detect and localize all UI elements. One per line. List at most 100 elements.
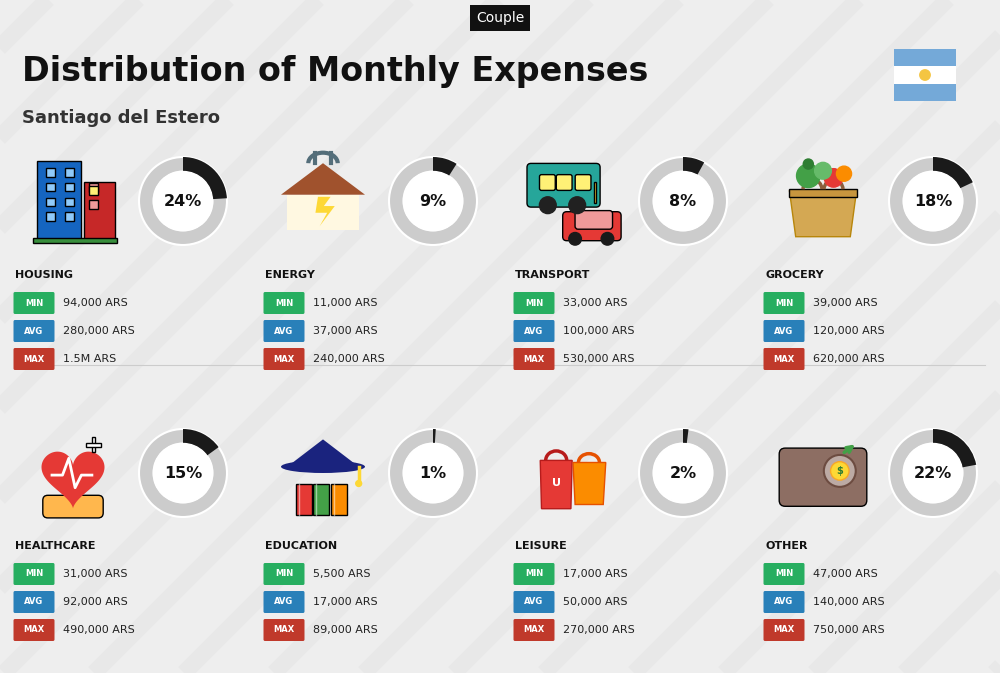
- Text: 1.5M ARS: 1.5M ARS: [63, 354, 116, 364]
- FancyBboxPatch shape: [527, 164, 600, 207]
- FancyBboxPatch shape: [89, 186, 98, 194]
- FancyBboxPatch shape: [331, 483, 347, 515]
- FancyBboxPatch shape: [46, 168, 55, 176]
- Text: 5,500 ARS: 5,500 ARS: [313, 569, 370, 579]
- FancyBboxPatch shape: [764, 619, 804, 641]
- Wedge shape: [139, 157, 227, 245]
- Text: 15%: 15%: [164, 466, 202, 481]
- FancyBboxPatch shape: [540, 174, 555, 190]
- Wedge shape: [889, 157, 977, 245]
- Text: MIN: MIN: [275, 299, 293, 308]
- FancyBboxPatch shape: [92, 437, 95, 452]
- FancyBboxPatch shape: [65, 198, 74, 206]
- FancyBboxPatch shape: [264, 320, 304, 342]
- Circle shape: [904, 444, 962, 503]
- Text: MAX: MAX: [273, 625, 295, 635]
- Polygon shape: [287, 439, 359, 466]
- Text: AVG: AVG: [524, 326, 544, 336]
- FancyBboxPatch shape: [65, 183, 74, 191]
- Polygon shape: [573, 462, 606, 505]
- FancyBboxPatch shape: [575, 174, 591, 190]
- Text: U: U: [552, 479, 561, 489]
- Text: 22%: 22%: [914, 466, 952, 481]
- Circle shape: [920, 70, 930, 80]
- Text: MIN: MIN: [525, 299, 543, 308]
- Text: MIN: MIN: [25, 299, 43, 308]
- Text: MIN: MIN: [525, 569, 543, 579]
- Text: $: $: [836, 466, 843, 476]
- FancyBboxPatch shape: [764, 348, 804, 370]
- Text: AVG: AVG: [774, 326, 794, 336]
- FancyBboxPatch shape: [33, 238, 117, 243]
- Text: 750,000 ARS: 750,000 ARS: [813, 625, 885, 635]
- FancyBboxPatch shape: [575, 211, 613, 229]
- Wedge shape: [389, 157, 477, 245]
- Text: 140,000 ARS: 140,000 ARS: [813, 597, 885, 607]
- Text: 120,000 ARS: 120,000 ARS: [813, 326, 885, 336]
- Circle shape: [904, 172, 962, 230]
- FancyBboxPatch shape: [13, 563, 54, 585]
- FancyBboxPatch shape: [264, 591, 304, 613]
- FancyBboxPatch shape: [46, 213, 55, 221]
- Text: EDUCATION: EDUCATION: [265, 541, 337, 551]
- Text: AVG: AVG: [24, 598, 44, 606]
- Polygon shape: [540, 460, 572, 509]
- Text: ENERGY: ENERGY: [265, 270, 315, 280]
- FancyBboxPatch shape: [514, 563, 555, 585]
- Text: HOUSING: HOUSING: [15, 270, 73, 280]
- Text: Santiago del Estero: Santiago del Estero: [22, 109, 220, 127]
- Text: AVG: AVG: [774, 598, 794, 606]
- FancyBboxPatch shape: [65, 213, 74, 221]
- Text: TRANSPORT: TRANSPORT: [515, 270, 590, 280]
- Circle shape: [539, 197, 556, 213]
- Text: 33,000 ARS: 33,000 ARS: [563, 298, 628, 308]
- FancyBboxPatch shape: [789, 189, 857, 197]
- Text: MIN: MIN: [775, 569, 793, 579]
- Text: 11,000 ARS: 11,000 ARS: [313, 298, 378, 308]
- Text: MAX: MAX: [523, 625, 545, 635]
- FancyBboxPatch shape: [764, 320, 804, 342]
- FancyBboxPatch shape: [556, 174, 572, 190]
- Text: 280,000 ARS: 280,000 ARS: [63, 326, 135, 336]
- Text: 9%: 9%: [419, 194, 447, 209]
- Text: GROCERY: GROCERY: [765, 270, 824, 280]
- Circle shape: [356, 481, 362, 487]
- Text: MAX: MAX: [23, 355, 45, 363]
- Circle shape: [831, 462, 849, 480]
- Wedge shape: [639, 429, 727, 517]
- Wedge shape: [933, 429, 976, 468]
- FancyBboxPatch shape: [779, 448, 867, 506]
- FancyBboxPatch shape: [894, 67, 956, 83]
- Ellipse shape: [281, 460, 365, 473]
- Text: MIN: MIN: [275, 569, 293, 579]
- FancyBboxPatch shape: [894, 49, 956, 67]
- FancyBboxPatch shape: [594, 182, 596, 203]
- Text: 37,000 ARS: 37,000 ARS: [313, 326, 378, 336]
- FancyBboxPatch shape: [13, 619, 54, 641]
- Circle shape: [824, 169, 843, 187]
- Circle shape: [815, 162, 831, 179]
- FancyBboxPatch shape: [264, 563, 304, 585]
- FancyBboxPatch shape: [13, 292, 54, 314]
- FancyBboxPatch shape: [514, 619, 555, 641]
- FancyBboxPatch shape: [37, 161, 81, 241]
- Polygon shape: [287, 194, 359, 230]
- FancyBboxPatch shape: [764, 563, 804, 585]
- FancyBboxPatch shape: [13, 591, 54, 613]
- FancyBboxPatch shape: [764, 591, 804, 613]
- Circle shape: [404, 172, 462, 230]
- Wedge shape: [433, 157, 457, 176]
- Wedge shape: [933, 157, 973, 188]
- Text: 92,000 ARS: 92,000 ARS: [63, 597, 128, 607]
- Text: MAX: MAX: [773, 625, 795, 635]
- Text: 620,000 ARS: 620,000 ARS: [813, 354, 885, 364]
- FancyBboxPatch shape: [514, 292, 555, 314]
- Text: AVG: AVG: [274, 326, 294, 336]
- Text: 240,000 ARS: 240,000 ARS: [313, 354, 385, 364]
- Text: Couple: Couple: [476, 11, 524, 25]
- Wedge shape: [683, 429, 689, 444]
- Text: AVG: AVG: [24, 326, 44, 336]
- Text: 47,000 ARS: 47,000 ARS: [813, 569, 878, 579]
- Circle shape: [569, 197, 586, 213]
- Text: 24%: 24%: [164, 194, 202, 209]
